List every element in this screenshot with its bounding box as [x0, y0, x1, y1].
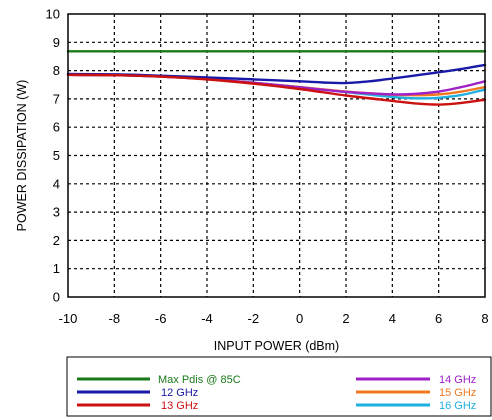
grid-lines — [68, 14, 485, 297]
x-tick-label: -10 — [59, 311, 78, 326]
y-tick-label: 0 — [53, 290, 60, 305]
y-tick-label: 6 — [53, 120, 60, 135]
x-tick-label: -6 — [155, 311, 167, 326]
y-tick-label: 4 — [53, 176, 60, 191]
x-tick-label: -4 — [201, 311, 213, 326]
x-tick-label: 6 — [435, 311, 442, 326]
plot-frame — [67, 13, 486, 298]
series-line-3 — [66, 73, 487, 96]
legend-label: Max Pdis @ 85C — [158, 374, 241, 386]
legend-label: 13 GHz — [161, 400, 198, 412]
x-tick-label: -8 — [109, 311, 121, 326]
legend-label: 16 GHz — [439, 400, 476, 412]
y-tick-label: 10 — [46, 7, 60, 22]
legend-label: 15 GHz — [439, 387, 476, 399]
x-tick-label: -2 — [248, 311, 260, 326]
x-axis-label: INPUT POWER (dBm) — [214, 339, 339, 353]
legend-label: 12 GHz — [161, 387, 198, 399]
series-line-1 — [66, 63, 487, 85]
x-tick-label: 0 — [296, 311, 303, 326]
legend-box — [66, 356, 492, 417]
y-tick-label: 3 — [53, 205, 60, 220]
y-axis-label: POWER DISSIPATION (W) — [15, 80, 29, 232]
y-tick-label: 5 — [53, 148, 60, 163]
y-tick-label: 9 — [53, 35, 60, 50]
y-tick-label: 7 — [53, 91, 60, 106]
x-tick-label: 8 — [481, 311, 488, 326]
series-lines — [66, 50, 487, 106]
y-tick-label: 8 — [53, 63, 60, 78]
x-tick-label: 4 — [389, 311, 396, 326]
legend-label: 14 GHz — [439, 374, 476, 386]
x-tick-label: 2 — [342, 311, 349, 326]
series-line-2 — [66, 73, 487, 106]
y-tick-label: 2 — [53, 233, 60, 248]
y-tick-label: 1 — [53, 261, 60, 276]
tick-labels: -10 -8 -6 -4 -2 0 2 4 6 8 0 1 2 3 4 5 6 7 8 9 10 — [46, 7, 489, 327]
